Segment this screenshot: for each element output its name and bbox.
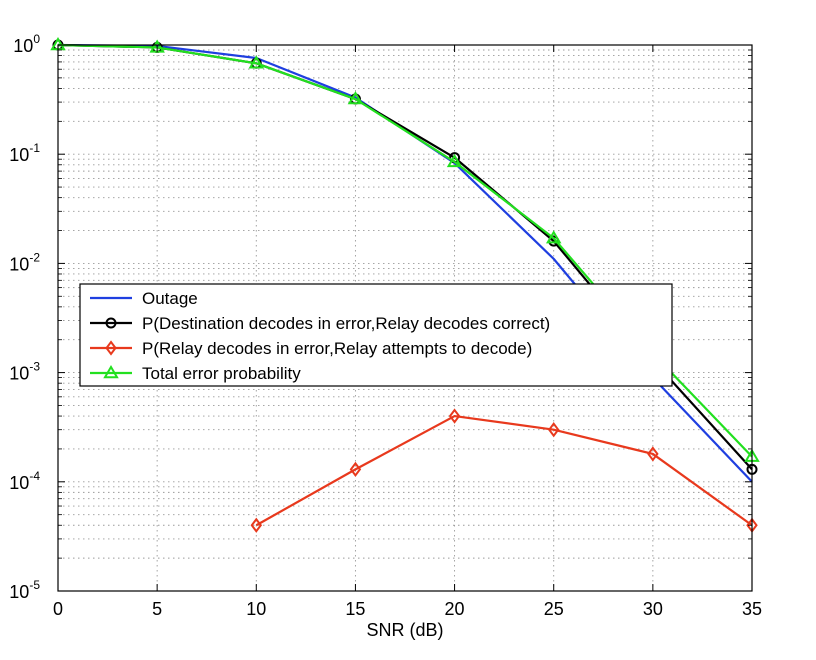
x-tick-label: 20 xyxy=(445,599,465,619)
data-point-relay-error xyxy=(448,408,461,424)
legend-item-relay-error: P(Relay decodes in error,Relay attempts … xyxy=(90,339,532,358)
y-tick-label: 10-4 xyxy=(9,469,40,493)
y-tick-label: 10-5 xyxy=(9,578,40,602)
x-tick-label: 25 xyxy=(544,599,564,619)
series-line-outage xyxy=(57,43,753,483)
data-point-relay-error xyxy=(250,517,263,533)
data-point-total-error xyxy=(446,153,463,168)
series-destination-error xyxy=(52,39,758,475)
axis-ticks: 0 5 10 15 20 25 30 35 100 10-1 10-2 10-3 10-4 10-5 xyxy=(9,32,762,619)
legend-item-total-error: Total error probability xyxy=(90,364,301,383)
legend: Outage P(Destination decodes in error,Rel… xyxy=(79,283,673,387)
series-line-total-error xyxy=(57,43,753,458)
legend-label: P(Destination decodes in error,Relay dec… xyxy=(142,314,550,333)
legend-marker xyxy=(105,340,117,356)
x-tick-label: 15 xyxy=(345,599,365,619)
data-point-total-error xyxy=(248,55,265,69)
legend-marker xyxy=(103,365,119,379)
data-point-relay-error xyxy=(547,422,560,438)
x-tick-label: 35 xyxy=(742,599,762,619)
series-line-destination-error xyxy=(57,43,753,471)
series-outage xyxy=(57,43,753,483)
data-point-relay-error xyxy=(349,461,362,478)
x-tick-label: 5 xyxy=(152,599,162,619)
data-point-total-error xyxy=(545,230,562,244)
legend-label: P(Relay decodes in error,Relay attempts … xyxy=(142,339,532,358)
legend-item-destination-error: P(Destination decodes in error,Relay dec… xyxy=(90,314,550,333)
legend-label: Outage xyxy=(142,289,198,308)
series-total-error xyxy=(50,37,760,462)
series-line-relay-error xyxy=(255,414,753,527)
legend-item-outage: Outage xyxy=(90,289,198,308)
x-tick-label: 30 xyxy=(643,599,663,619)
x-axis-label: SNR (dB) xyxy=(366,620,443,640)
y-tick-label: 10-1 xyxy=(9,141,40,165)
y-tick-label: 10-2 xyxy=(9,250,40,274)
y-tick-label: 100 xyxy=(13,32,40,56)
plot-frame xyxy=(57,44,753,592)
x-tick-label: 10 xyxy=(246,599,266,619)
legend-marker xyxy=(105,317,117,329)
data-point-total-error xyxy=(347,91,364,105)
y-tick-label: 10-3 xyxy=(9,360,40,384)
legend-label: Total error probability xyxy=(142,364,301,383)
data-point-relay-error xyxy=(647,446,659,462)
x-tick-label: 0 xyxy=(53,599,63,619)
series-relay-error xyxy=(250,408,758,533)
legend-box xyxy=(79,283,673,387)
